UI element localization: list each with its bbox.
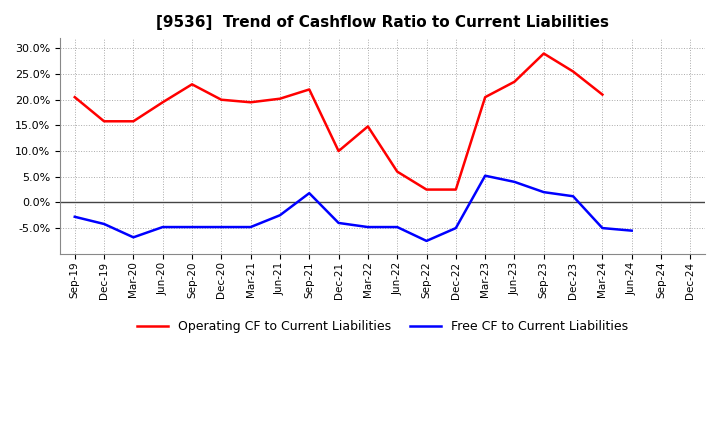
Free CF to Current Liabilities — [451, 225, 460, 231]
Operating CF to Current Liabilities — [217, 97, 225, 103]
Operating CF to Current Liabilities — [451, 187, 460, 192]
Operating CF to Current Liabilities — [276, 96, 284, 101]
Free CF to Current Liabilities — [246, 224, 255, 230]
Free CF to Current Liabilities — [276, 213, 284, 218]
Free CF to Current Liabilities — [100, 221, 109, 227]
Operating CF to Current Liabilities — [364, 124, 372, 129]
Operating CF to Current Liabilities — [510, 79, 519, 84]
Operating CF to Current Liabilities — [393, 169, 402, 174]
Operating CF to Current Liabilities — [158, 99, 167, 105]
Title: [9536]  Trend of Cashflow Ratio to Current Liabilities: [9536] Trend of Cashflow Ratio to Curren… — [156, 15, 609, 30]
Free CF to Current Liabilities — [569, 194, 577, 199]
Operating CF to Current Liabilities — [598, 92, 607, 97]
Free CF to Current Liabilities — [305, 191, 314, 196]
Free CF to Current Liabilities — [422, 238, 431, 244]
Free CF to Current Liabilities — [627, 228, 636, 233]
Free CF to Current Liabilities — [393, 224, 402, 230]
Operating CF to Current Liabilities — [569, 69, 577, 74]
Free CF to Current Liabilities — [334, 220, 343, 226]
Operating CF to Current Liabilities — [129, 119, 138, 124]
Line: Operating CF to Current Liabilities: Operating CF to Current Liabilities — [75, 54, 603, 190]
Free CF to Current Liabilities — [71, 214, 79, 220]
Operating CF to Current Liabilities — [188, 82, 197, 87]
Line: Free CF to Current Liabilities: Free CF to Current Liabilities — [75, 176, 631, 241]
Operating CF to Current Liabilities — [422, 187, 431, 192]
Operating CF to Current Liabilities — [305, 87, 314, 92]
Legend: Operating CF to Current Liabilities, Free CF to Current Liabilities: Operating CF to Current Liabilities, Fre… — [132, 315, 634, 338]
Operating CF to Current Liabilities — [246, 99, 255, 105]
Free CF to Current Liabilities — [364, 224, 372, 230]
Operating CF to Current Liabilities — [334, 148, 343, 154]
Operating CF to Current Liabilities — [100, 119, 109, 124]
Free CF to Current Liabilities — [510, 179, 519, 184]
Operating CF to Current Liabilities — [539, 51, 548, 56]
Free CF to Current Liabilities — [188, 224, 197, 230]
Free CF to Current Liabilities — [158, 224, 167, 230]
Free CF to Current Liabilities — [481, 173, 490, 178]
Free CF to Current Liabilities — [129, 235, 138, 240]
Free CF to Current Liabilities — [598, 225, 607, 231]
Free CF to Current Liabilities — [539, 190, 548, 195]
Free CF to Current Liabilities — [217, 224, 225, 230]
Operating CF to Current Liabilities — [71, 95, 79, 100]
Operating CF to Current Liabilities — [481, 95, 490, 100]
